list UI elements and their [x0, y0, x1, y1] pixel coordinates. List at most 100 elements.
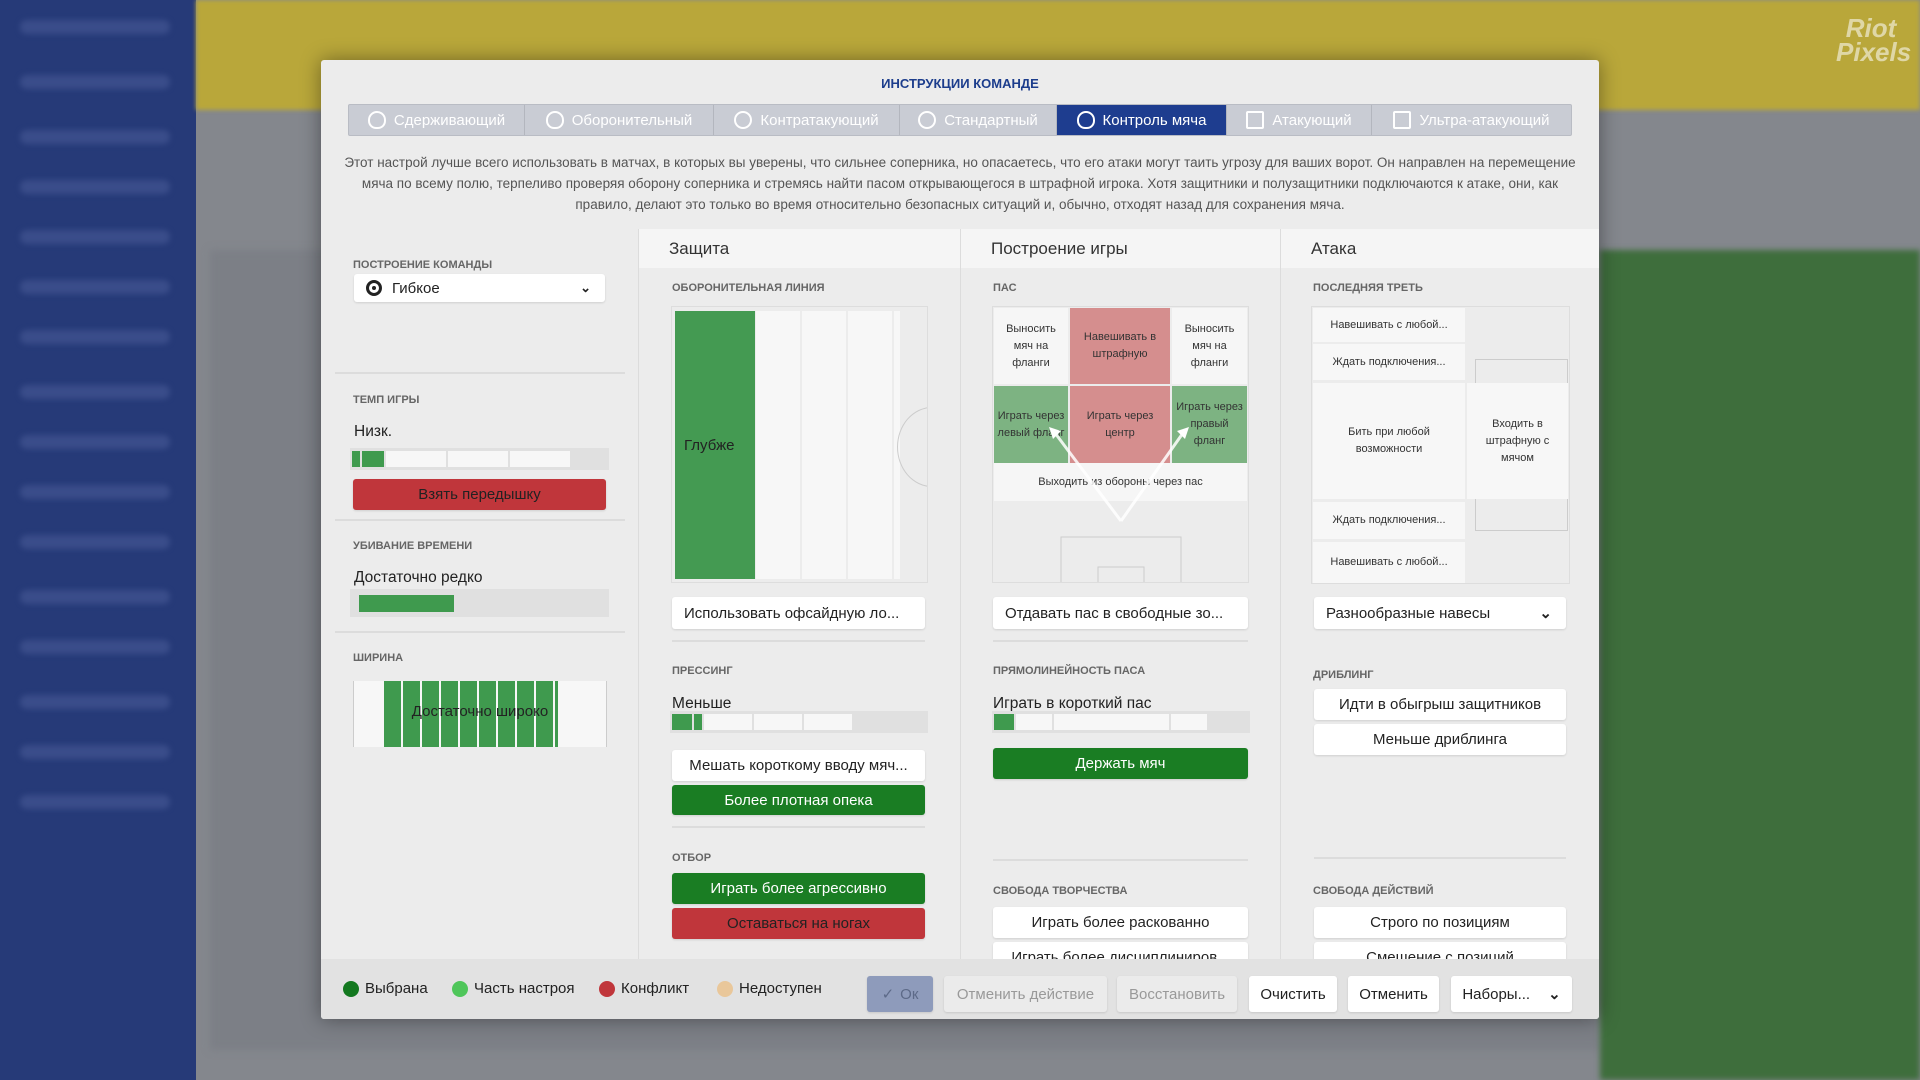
- team-instructions-dialog: ИНСТРУКЦИИ КОМАНДЕ Сдерживающий Оборонит…: [321, 60, 1599, 1019]
- final-third-shoot-on-sight[interactable]: Бить при любой возможности: [1313, 383, 1465, 499]
- directness-value: Играть в короткий пас: [993, 695, 1152, 712]
- tackling-label: ОТБОР: [672, 852, 712, 864]
- tab-control-possession[interactable]: Контроль мяча: [1057, 105, 1227, 135]
- tab-attacking[interactable]: Атакующий: [1227, 105, 1372, 135]
- tab-very-attacking[interactable]: Ультра-атакующий: [1372, 105, 1571, 135]
- chevron-down-icon: ⌄: [1548, 986, 1561, 1003]
- cancel-button[interactable]: Отменить: [1348, 976, 1439, 1012]
- background-sidebar: [0, 0, 196, 1080]
- defense-column: Защита ОБОРОНИТЕЛЬНАЯ ЛИНИЯ Глубже Испол…: [639, 229, 961, 1019]
- pass-arrows-icon: [1049, 427, 1189, 582]
- tab-defensive[interactable]: Оборонительный: [525, 105, 714, 135]
- legend-unavailable: Недоступен: [717, 980, 822, 997]
- defensive-line-label: ОБОРОНИТЕЛЬНАЯ ЛИНИЯ: [672, 282, 825, 294]
- unavailable-dot-icon: [717, 980, 733, 997]
- passing-pitch: Выносить мяч на фланги Навешивать в штра…: [992, 306, 1249, 583]
- timewasting-slider[interactable]: [350, 589, 609, 617]
- pass-cell-clear-wings[interactable]: Выносить мяч на фланги: [994, 308, 1068, 384]
- divider: [993, 640, 1248, 642]
- work-into-box-cell[interactable]: Входить в штрафную с мячом: [1467, 383, 1568, 499]
- be-more-expressive-button[interactable]: Играть более раскованно: [993, 907, 1248, 938]
- tackle-harder-button[interactable]: Играть более агрессивно: [672, 873, 925, 904]
- divider: [335, 519, 625, 521]
- dribbling-label: ДРИБЛИНГ: [1313, 669, 1374, 681]
- divider: [335, 372, 625, 374]
- tab-contain[interactable]: Сдерживающий: [349, 105, 525, 135]
- mentality-tabs: Сдерживающий Оборонительный Контратакующ…: [348, 104, 1572, 136]
- watermark-logo: Riot Pixels: [1836, 13, 1912, 67]
- circle-icon: [918, 111, 937, 129]
- pass-into-space-button[interactable]: Отдавать пас в свободные зо...: [993, 597, 1248, 629]
- passing-label: ПАС: [993, 282, 1017, 294]
- formation-select[interactable]: Гибкое ⌄: [354, 274, 605, 302]
- final-third-work-ball[interactable]: Ждать подключения...: [1313, 502, 1465, 539]
- check-icon: ✓: [881, 986, 895, 1003]
- freedom-label: СВОБОДА ДЕЙСТВИЙ: [1313, 885, 1434, 897]
- pass-cell-play-out[interactable]: Выходить из обороны через пас: [994, 463, 1247, 501]
- selected-dot-icon: [343, 980, 359, 997]
- attack-header: Атака: [1281, 229, 1599, 268]
- directness-label: ПРЯМОЛИНЕЙНОСТЬ ПАСА: [993, 665, 1146, 677]
- prevent-short-gk-button[interactable]: Мешать короткому вводу мяч...: [672, 750, 925, 781]
- pressing-label: ПРЕССИНГ: [672, 665, 733, 677]
- formation-label: ПОСТРОЕНИЕ КОМАНДЫ: [353, 259, 493, 271]
- tempo-label: ТЕМП ИГРЫ: [353, 394, 420, 406]
- defense-header: Защита: [639, 229, 960, 268]
- defensive-line-value: Глубже: [675, 311, 755, 579]
- width-pitch-selector[interactable]: Достаточно широко: [353, 681, 607, 747]
- final-third-label: ПОСЛЕДНЯЯ ТРЕТЬ: [1313, 282, 1423, 294]
- divider: [672, 826, 925, 828]
- tighter-marking-button[interactable]: Более плотная опека: [672, 785, 925, 815]
- dribble-less-button[interactable]: Меньше дриблинга: [1314, 724, 1566, 755]
- attack-column: Атака ПОСЛЕДНЯЯ ТРЕТЬ Навешивать с любой…: [1281, 229, 1599, 1019]
- final-third-work-ball[interactable]: Ждать подключения...: [1313, 344, 1465, 380]
- tab-balanced[interactable]: Стандартный: [900, 105, 1057, 135]
- pass-cell-cross-box[interactable]: Навешивать в штрафную: [1070, 308, 1170, 384]
- defensive-line-pitch[interactable]: Глубже: [671, 306, 928, 583]
- tab-counter[interactable]: Контратакующий: [714, 105, 900, 135]
- timewasting-label: УБИВАНИЕ ВРЕМЕНИ: [353, 540, 473, 552]
- directness-slider[interactable]: [992, 711, 1250, 733]
- offside-trap-button[interactable]: Использовать офсайдную ло...: [672, 597, 925, 629]
- presets-dropdown[interactable]: Наборы... ⌄: [1451, 976, 1572, 1012]
- ultra-attack-icon: [1393, 111, 1412, 129]
- take-breath-button[interactable]: Взять передышку: [353, 479, 606, 510]
- ok-button[interactable]: ✓ Ок: [867, 976, 933, 1012]
- pass-cell-right-flank[interactable]: Играть через правый фланг: [1172, 386, 1247, 463]
- clear-button[interactable]: Очистить: [1249, 976, 1337, 1012]
- final-third-cross-early[interactable]: Навешивать с любой...: [1313, 308, 1465, 342]
- legend-selected: Выбрана: [343, 980, 428, 997]
- retain-possession-button[interactable]: Держать мяч: [993, 748, 1248, 779]
- attack-arrow-icon: [1246, 111, 1265, 129]
- target-icon: [366, 280, 382, 296]
- divider: [993, 859, 1248, 861]
- legend-conflict: Конфликт: [599, 980, 689, 997]
- final-third-pitch: Навешивать с любой... Ждать подключения.…: [1311, 306, 1570, 584]
- pass-cell-clear-wings[interactable]: Выносить мяч на фланги: [1172, 308, 1247, 384]
- width-label: ШИРИНА: [353, 652, 404, 664]
- final-third-cross-early[interactable]: Навешивать с любой...: [1313, 542, 1465, 583]
- pass-cell-left-flank[interactable]: Играть через левый фланг: [994, 386, 1068, 463]
- run-at-defence-button[interactable]: Идти в обыгрыш защитников: [1314, 689, 1566, 720]
- background-pitch: [1600, 250, 1920, 1080]
- buildup-column: Построение игры ПАС Выносить мяч на флан…: [961, 229, 1281, 1019]
- chevron-down-icon: ⌄: [1539, 605, 1552, 622]
- dialog-title: ИНСТРУКЦИИ КОМАНДЕ: [881, 76, 1039, 91]
- undo-button[interactable]: Отменить действие: [944, 976, 1107, 1012]
- redo-button[interactable]: Восстановить: [1117, 976, 1237, 1012]
- pressing-slider[interactable]: [670, 711, 928, 733]
- pass-cell-centre[interactable]: Играть через центр: [1070, 386, 1170, 463]
- heart-shield-icon: [367, 111, 386, 129]
- divider: [672, 640, 925, 642]
- part-dot-icon: [452, 980, 468, 997]
- pressing-value: Меньше: [672, 695, 732, 712]
- divider: [335, 631, 625, 633]
- stay-on-feet-button[interactable]: Оставаться на ногах: [672, 908, 925, 939]
- ball-shield-icon: [1076, 111, 1095, 129]
- tempo-value: Низк.: [354, 423, 393, 440]
- crossing-select[interactable]: Разнообразные навесы ⌄: [1314, 597, 1566, 629]
- team-settings-column: ПОСТРОЕНИЕ КОМАНДЫ Гибкое ⌄ ТЕМП ИГРЫ Ни…: [321, 229, 639, 1019]
- conflict-dot-icon: [599, 980, 615, 997]
- stick-to-positions-button[interactable]: Строго по позициям: [1314, 907, 1566, 938]
- tempo-slider[interactable]: [350, 448, 609, 470]
